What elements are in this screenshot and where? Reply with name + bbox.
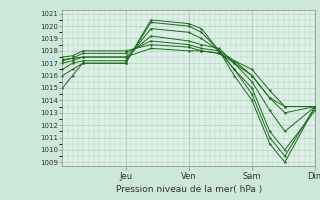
X-axis label: Pression niveau de la mer( hPa ): Pression niveau de la mer( hPa ): [116, 185, 262, 194]
